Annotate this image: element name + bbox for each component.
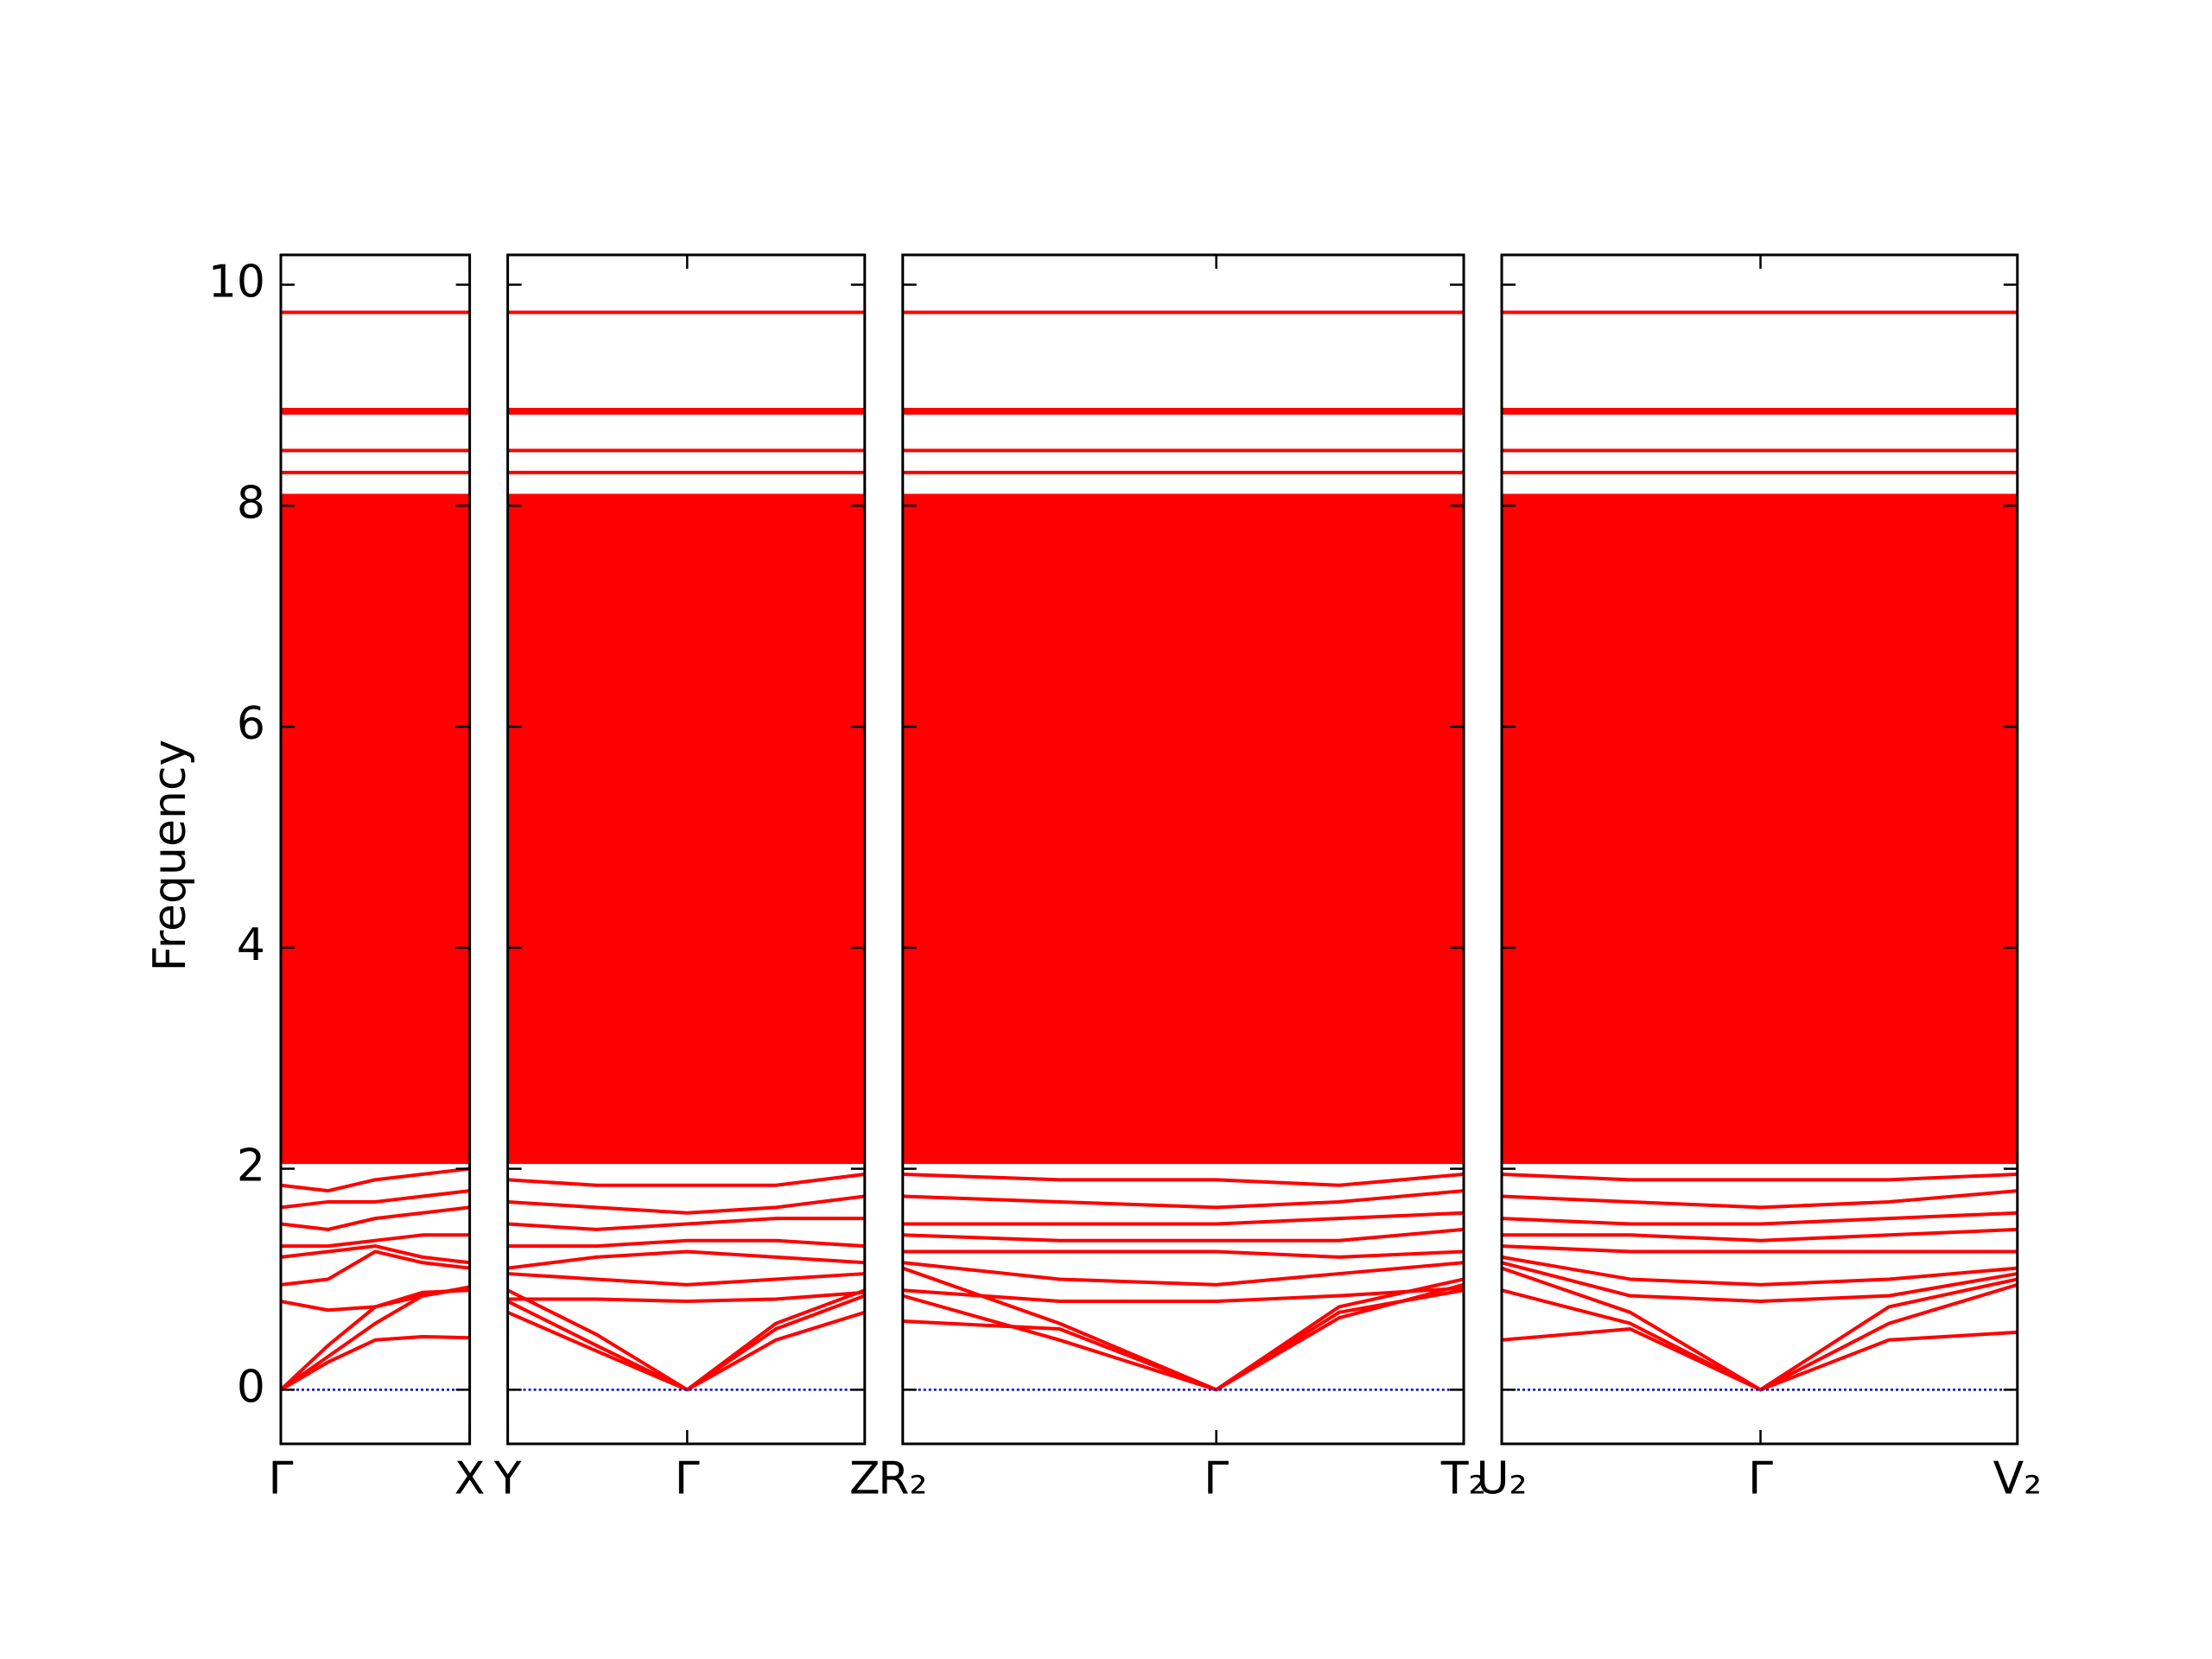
band-line bbox=[902, 1189, 1464, 1210]
band-line bbox=[902, 1211, 1464, 1226]
x-tick-label: Z bbox=[849, 1453, 880, 1505]
band-line bbox=[1501, 1227, 2018, 1243]
band-line bbox=[902, 1286, 1464, 1304]
band-region bbox=[507, 493, 865, 1165]
x-tick-label: Γ bbox=[675, 1453, 700, 1505]
band-line bbox=[281, 1244, 470, 1265]
y-tick-label: 6 bbox=[237, 698, 265, 750]
x-tick-label: T₂ bbox=[1440, 1453, 1487, 1505]
x-tick-label: Γ bbox=[1748, 1453, 1773, 1505]
band-line bbox=[1501, 1172, 2018, 1182]
band-line bbox=[902, 1266, 1464, 1392]
x-tick-label: Y bbox=[493, 1453, 522, 1505]
panel-frame bbox=[279, 253, 472, 1446]
y-tick-label: 0 bbox=[237, 1361, 265, 1413]
band-region bbox=[902, 493, 1464, 1165]
band-line bbox=[902, 1261, 1464, 1287]
band-line bbox=[1501, 1189, 2018, 1210]
band-line bbox=[281, 1249, 470, 1287]
band-line bbox=[1501, 1327, 2018, 1392]
band-line bbox=[281, 1233, 470, 1249]
band-region bbox=[281, 493, 470, 1165]
y-tick-label: 4 bbox=[237, 919, 265, 971]
band-line bbox=[902, 1172, 1464, 1187]
y-tick-label: 10 bbox=[208, 257, 265, 308]
band-line bbox=[902, 1249, 1464, 1259]
x-tick-label: R₂ bbox=[878, 1453, 927, 1505]
band-line bbox=[507, 1310, 865, 1392]
band-line bbox=[507, 1194, 865, 1215]
x-tick-label: U₂ bbox=[1477, 1453, 1528, 1505]
band-line bbox=[507, 1217, 865, 1231]
band-line bbox=[1501, 1244, 2018, 1254]
x-tick-label: Γ bbox=[269, 1453, 294, 1505]
x-tick-label: V₂ bbox=[1993, 1453, 2042, 1505]
y-tick-label: 8 bbox=[237, 477, 265, 529]
y-axis-label: Frequency bbox=[144, 740, 196, 972]
band-region bbox=[1501, 493, 2018, 1165]
band-line bbox=[281, 1166, 470, 1193]
band-line bbox=[507, 1272, 865, 1287]
y-tick-label: 2 bbox=[237, 1141, 265, 1192]
band-line bbox=[1501, 1255, 2018, 1287]
band-line bbox=[281, 1189, 470, 1210]
band-line bbox=[507, 1288, 865, 1392]
band-line bbox=[507, 1249, 865, 1270]
band-line bbox=[507, 1290, 865, 1304]
band-line bbox=[1501, 1266, 2018, 1392]
panel-frame bbox=[901, 253, 1465, 1446]
band-line bbox=[1501, 1211, 2018, 1226]
band-line bbox=[507, 1172, 865, 1187]
panel-frame bbox=[1500, 253, 2019, 1446]
band-line bbox=[902, 1227, 1464, 1243]
x-tick-label: X bbox=[454, 1453, 486, 1505]
band-line bbox=[1501, 1261, 2018, 1304]
band-line bbox=[281, 1286, 470, 1313]
band-line bbox=[507, 1238, 865, 1249]
panel-frame bbox=[506, 253, 867, 1446]
band-line bbox=[281, 1205, 470, 1231]
band-line bbox=[281, 1334, 470, 1392]
x-tick-label: Γ bbox=[1204, 1453, 1229, 1505]
